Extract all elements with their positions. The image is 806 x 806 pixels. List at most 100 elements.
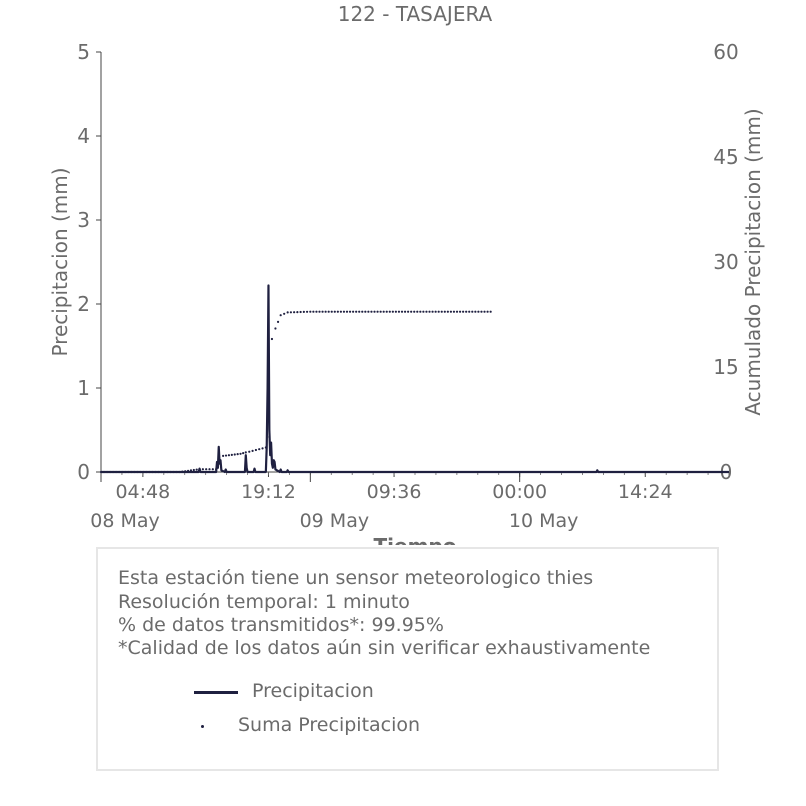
cumulative-point	[367, 310, 370, 313]
cumulative-point	[376, 310, 379, 313]
cumulative-point	[139, 470, 142, 474]
cumulative-point	[431, 310, 434, 313]
x-tick-label: 00:00	[492, 481, 547, 503]
cumulative-point	[364, 310, 367, 313]
cumulative-point	[330, 310, 333, 313]
x-tick-label: 04:48	[115, 481, 170, 503]
cumulative-point	[455, 310, 459, 313]
cumulative-point	[489, 310, 492, 313]
cumulative-point	[124, 470, 127, 474]
cumulative-point	[352, 310, 355, 313]
cumulative-point	[477, 310, 480, 313]
cumulative-point	[443, 310, 446, 313]
info-transmitted: % de datos transmitidos*: 99.95%	[118, 614, 444, 636]
cumulative-point	[270, 337, 274, 341]
cumulative-point	[422, 310, 425, 313]
precipitation-line	[101, 284, 729, 474]
cumulative-point	[428, 310, 431, 313]
y2-tick-label: 15	[713, 355, 738, 379]
cumulative-point	[355, 310, 358, 313]
cumulative-point	[382, 310, 385, 313]
cumulative-point	[440, 310, 443, 313]
cumulative-point	[230, 453, 233, 456]
y-axis-label: Precipitacion (mm)	[48, 167, 72, 356]
cumulative-point	[115, 470, 118, 474]
cumulative-point	[452, 310, 456, 313]
cumulative-point	[321, 310, 324, 313]
cumulative-point	[358, 310, 361, 313]
legend-sum-swatch	[201, 725, 204, 728]
cumulative-point	[397, 310, 401, 313]
cumulative-point	[133, 470, 136, 474]
cumulative-point	[108, 470, 112, 474]
chart-title: 122 - TASAJERA	[338, 2, 493, 26]
cumulative-point	[299, 310, 302, 314]
x-tick-label: 19:12	[241, 481, 296, 503]
cumulative-point	[201, 468, 204, 471]
cumulative-point	[239, 452, 242, 455]
cumulative-point	[449, 310, 453, 313]
cumulative-point	[309, 310, 312, 313]
cumulative-point	[166, 470, 169, 474]
cumulative-point	[211, 468, 214, 471]
cumulative-point	[261, 447, 264, 450]
date-label: 08 May	[90, 510, 160, 532]
date-label: 10 May	[509, 510, 579, 532]
cumulative-point	[474, 310, 477, 313]
cumulative-point	[189, 469, 193, 472]
cumulative-point	[403, 310, 407, 313]
cumulative-point	[222, 454, 225, 457]
cumulative-point	[468, 310, 471, 313]
cumulative-point	[184, 470, 187, 473]
cumulative-point	[373, 310, 376, 313]
cumulative-point	[446, 310, 449, 313]
cumulative-point	[244, 451, 247, 454]
cumulative-point	[407, 310, 410, 313]
cumulative-point	[410, 310, 413, 313]
cumulative-point	[217, 460, 220, 463]
cumulative-point	[480, 310, 483, 313]
date-label: 09 May	[300, 510, 370, 532]
cumulative-point	[172, 470, 175, 474]
cumulative-point	[178, 470, 181, 474]
info-quality: *Calidad de los datos aún sin verificar …	[118, 637, 651, 659]
series-layer	[99, 284, 729, 474]
cumulative-point	[130, 470, 133, 474]
cumulative-point	[242, 452, 245, 455]
cumulative-point	[268, 435, 271, 439]
cumulative-point	[208, 468, 211, 471]
legend-sum-label: Suma Precipitacion	[238, 714, 421, 736]
y-tick-label: 5	[77, 40, 90, 64]
cumulative-point	[276, 320, 280, 323]
cumulative-point	[318, 310, 321, 313]
cumulative-point	[471, 310, 474, 313]
cumulative-point	[302, 310, 305, 313]
cumulative-point	[348, 310, 352, 313]
legend-precip-label: Precipitacion	[252, 680, 374, 702]
cumulative-point	[105, 470, 109, 474]
cumulative-point	[279, 314, 282, 317]
cumulative-point	[370, 310, 373, 313]
cumulative-point	[215, 468, 218, 471]
legend-precip-swatch	[194, 691, 238, 694]
cumulative-point	[254, 448, 258, 452]
cumulative-point	[121, 470, 124, 474]
cumulative-point	[195, 468, 198, 471]
cumulative-point	[233, 453, 236, 456]
cumulative-point	[465, 310, 468, 313]
y2-tick-label: 60	[713, 40, 738, 64]
cumulative-point	[224, 454, 228, 457]
cumulative-point	[462, 310, 465, 313]
cumulative-point	[305, 310, 309, 313]
cumulative-point	[333, 310, 336, 313]
cumulative-point	[312, 310, 315, 313]
cumulative-point	[227, 454, 231, 457]
cumulative-point	[289, 311, 292, 314]
cumulative-point	[339, 310, 342, 313]
cumulative-point	[315, 310, 318, 313]
cumulative-point	[236, 453, 239, 456]
cumulative-point	[205, 468, 208, 471]
y-tick-label: 4	[77, 124, 90, 148]
cumulative-point	[296, 311, 299, 314]
